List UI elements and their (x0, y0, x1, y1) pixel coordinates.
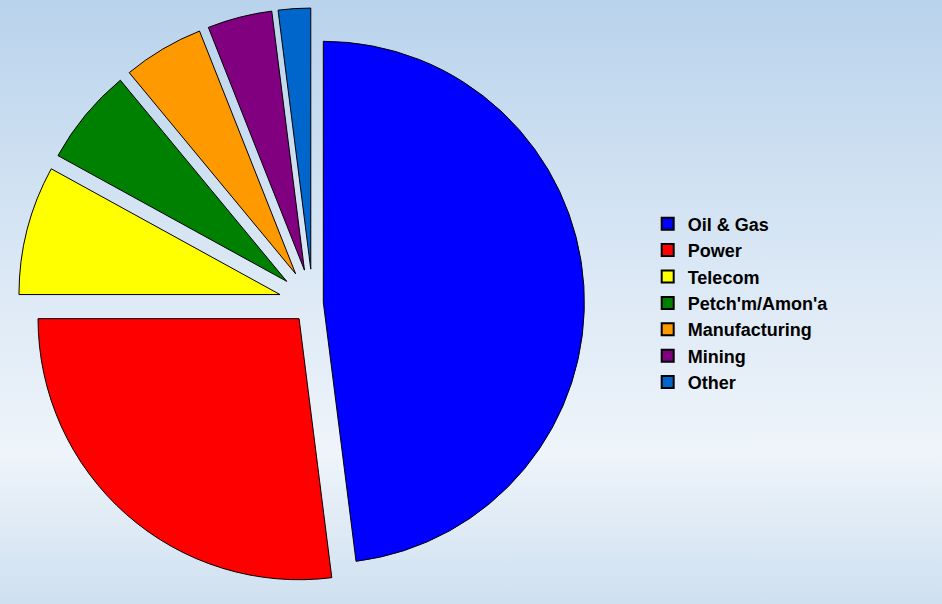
svg-text:Petch'm/Amon'a: Petch'm/Amon'a (688, 294, 829, 314)
svg-text:Power: Power (688, 241, 742, 261)
svg-text:Manufacturing: Manufacturing (688, 320, 812, 340)
svg-text:Other: Other (688, 373, 736, 393)
svg-text:Oil & Gas: Oil & Gas (688, 215, 769, 235)
svg-text:Mining: Mining (688, 347, 746, 367)
svg-text:Telecom: Telecom (688, 268, 760, 288)
